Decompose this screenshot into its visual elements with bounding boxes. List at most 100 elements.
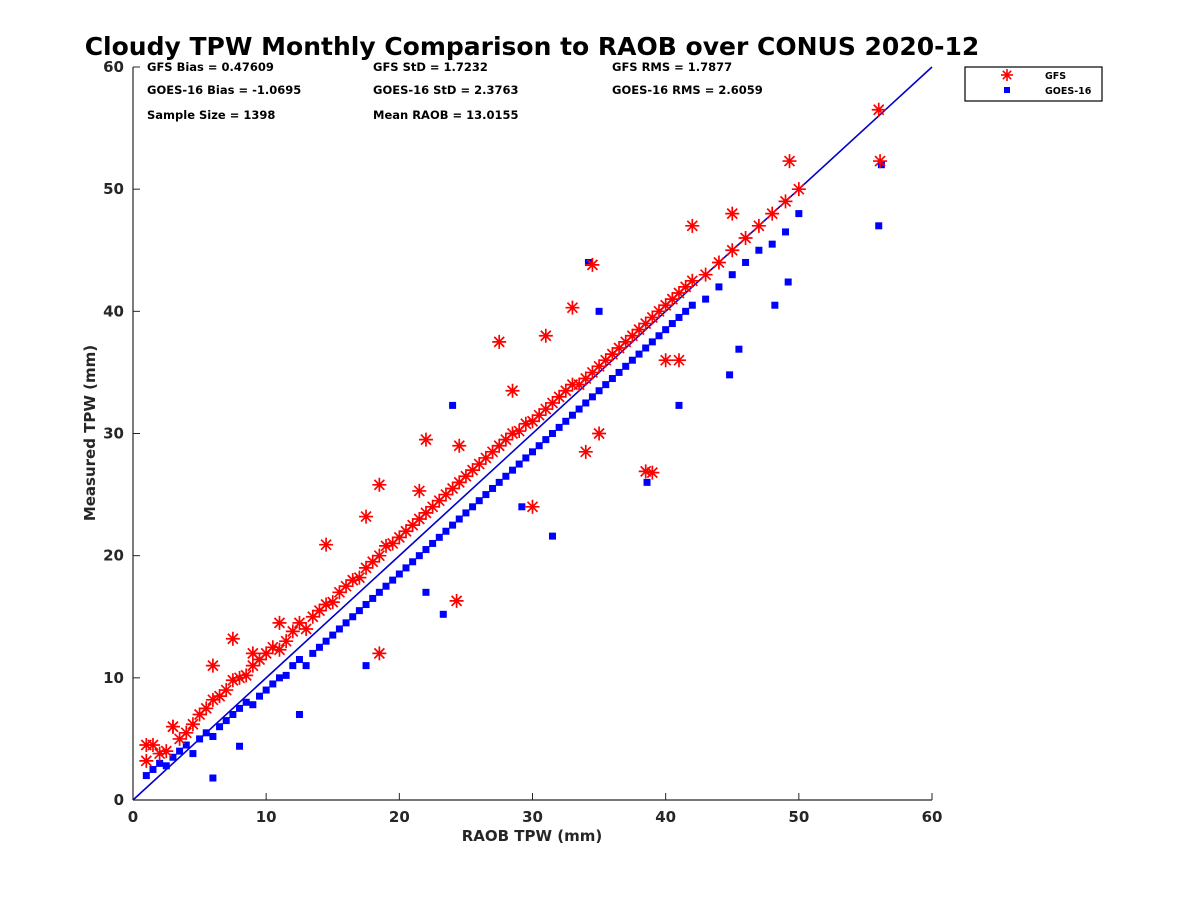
gfs-point — [645, 465, 660, 480]
gfs-point — [352, 570, 367, 585]
gfs-point — [152, 746, 167, 761]
goes16-point — [395, 570, 403, 578]
gfs-point — [345, 573, 360, 588]
gfs-point — [618, 334, 633, 349]
goes16-point — [335, 625, 343, 633]
gfs-point — [212, 689, 227, 704]
goes16-point — [782, 228, 790, 236]
goes16-point — [202, 729, 210, 737]
gfs-point — [225, 673, 240, 688]
goes16-point — [295, 656, 303, 664]
gfs-point — [245, 646, 260, 661]
gfs-point — [458, 469, 473, 484]
goes16-point — [189, 750, 197, 758]
x-tick-label: 60 — [922, 808, 943, 826]
gfs-point — [379, 538, 394, 553]
y-tick-label: 50 — [103, 180, 124, 198]
gfs-point — [449, 593, 464, 608]
gfs-point — [685, 273, 700, 288]
goes16-point — [442, 527, 450, 535]
goes16-point — [302, 662, 310, 670]
gfs-point — [505, 426, 520, 441]
goes16-point — [502, 472, 510, 480]
gfs-point — [465, 463, 480, 478]
goes16-point — [489, 484, 497, 492]
goes16-point — [548, 532, 556, 540]
gfs-point — [452, 438, 467, 453]
goes16-point — [282, 671, 290, 679]
gfs-point — [365, 554, 380, 569]
goes16-point — [784, 278, 792, 286]
goes16-point — [256, 692, 264, 700]
gfs-point — [272, 642, 287, 657]
y-tick-label: 30 — [103, 425, 124, 443]
gfs-point — [232, 670, 247, 685]
goes16-point — [369, 594, 377, 602]
goes16-point — [628, 356, 636, 364]
gfs-point — [725, 243, 740, 258]
goes16-point — [682, 307, 690, 315]
x-tick-label: 40 — [655, 808, 676, 826]
gfs-point — [512, 424, 527, 439]
goes16-point — [662, 326, 670, 334]
gfs-point — [665, 292, 680, 307]
gfs-point — [873, 154, 888, 169]
gfs-point — [525, 414, 540, 429]
y-tick-labels: 0 10 20 30 40 50 60 — [103, 58, 124, 809]
gfs-point — [778, 194, 793, 209]
goes16-point — [877, 161, 885, 169]
goes16-point — [309, 649, 317, 657]
goes16-point — [375, 588, 383, 596]
goes16-point — [236, 704, 244, 712]
gfs-point — [372, 477, 387, 492]
gfs-point — [438, 487, 453, 502]
y-axis-label: Measured TPW (mm) — [81, 345, 99, 521]
goes16-point — [182, 741, 190, 749]
gfs-point — [525, 499, 540, 514]
goes16-point — [622, 362, 630, 370]
x-tick-label: 0 — [128, 808, 138, 826]
goes16-point — [249, 701, 257, 709]
gfs-point — [205, 658, 220, 673]
gfs-point — [159, 744, 174, 759]
gfs-point — [678, 279, 693, 294]
goes16-point — [342, 619, 350, 627]
goes16-point — [595, 307, 603, 315]
gfs-point — [139, 738, 154, 753]
gfs-point — [598, 353, 613, 368]
goes16-point — [162, 762, 170, 770]
gfs-point — [285, 624, 300, 639]
gfs-point — [252, 652, 267, 667]
gfs-point — [445, 481, 460, 496]
goes16-point — [482, 491, 490, 499]
y-tick-label: 10 — [103, 669, 124, 687]
goes16-point — [236, 742, 244, 750]
gfs-point — [312, 603, 327, 618]
gfs-point — [478, 450, 493, 465]
gfs-point — [578, 444, 593, 459]
gfs-point — [319, 537, 334, 552]
gfs-point — [305, 609, 320, 624]
gfs-point — [671, 286, 686, 301]
goes16-point — [382, 582, 390, 590]
goes16-point — [435, 533, 443, 541]
gfs-point — [532, 408, 547, 423]
goes16-point — [568, 411, 576, 419]
goes16-point — [642, 344, 650, 352]
gfs-point — [239, 668, 254, 683]
gfs-point — [592, 426, 607, 441]
goes16-point — [615, 368, 623, 376]
gfs-point — [658, 298, 673, 313]
gfs-point — [498, 432, 513, 447]
gfs-point — [538, 402, 553, 417]
goes16-point — [269, 680, 277, 688]
legend-goes-label: GOES-16 — [1045, 86, 1092, 97]
goes16-point — [362, 662, 370, 670]
gfs-point — [385, 536, 400, 551]
gfs-point — [299, 621, 314, 636]
stat-goes-bias: GOES-16 Bias = -1.0695 — [147, 83, 301, 97]
goes16-point — [643, 478, 651, 486]
goes16-point — [295, 710, 303, 718]
statistics-block: GFS Bias = 0.47609 GOES-16 Bias = -1.069… — [147, 60, 763, 122]
goes16-point — [648, 338, 656, 346]
